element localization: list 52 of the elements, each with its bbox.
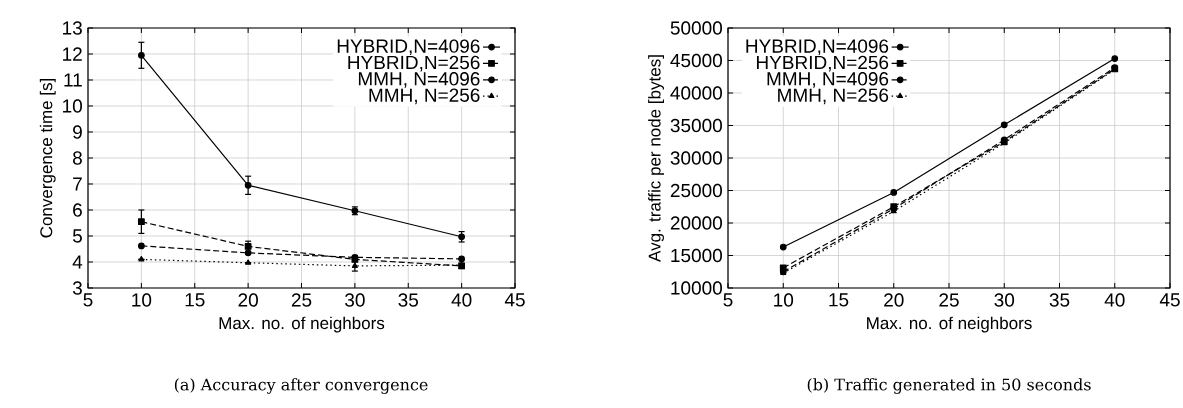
x-tick-label: 30	[345, 293, 365, 307]
x-tick-label: 20	[884, 293, 904, 307]
x-tick-label: 40	[451, 293, 472, 307]
y-tick-label: 45000	[670, 53, 722, 68]
y-tick-label: 5	[72, 229, 82, 243]
legend-label: MMH, N=256	[778, 88, 889, 105]
y-tick-label: 11	[64, 73, 82, 87]
y-tick-label: 4	[72, 255, 83, 269]
y-tick-label: 50000	[670, 21, 722, 35]
legend-label: MMH, N=4096	[767, 72, 889, 88]
y-tick-label: 30000	[670, 151, 722, 165]
y-tick-label: 13	[63, 21, 82, 35]
legend-label: HYBRID,N=256	[348, 55, 480, 72]
x-tick-label: 35	[398, 293, 419, 307]
x-tick-label: 5	[723, 293, 733, 307]
y-tick-label: 12	[63, 47, 82, 61]
legend-label: MMH, N=4096	[358, 72, 480, 88]
x-tick-label: 5	[83, 293, 93, 307]
x-tick-label: 10	[774, 293, 794, 307]
x-axis-title: Max. no. of neighbors	[867, 316, 1032, 333]
y-tick-label: 10000	[671, 281, 722, 295]
y-tick-label: 10	[63, 99, 82, 113]
x-tick-label: 40	[1104, 293, 1125, 307]
x-tick-label: 20	[238, 293, 258, 307]
legend-label: MMH, N=256	[369, 88, 480, 105]
x-tick-label: 25	[291, 293, 312, 307]
x-tick-label: 15	[829, 293, 849, 307]
y-tick-label: 15000	[671, 248, 722, 263]
legend-label: HYBRID,N=256	[756, 55, 889, 72]
x-tick-label: 45	[504, 293, 525, 307]
x-tick-label: 45	[1159, 293, 1180, 307]
x-tick-label: 10	[132, 293, 152, 307]
y-tick-label: 20000	[670, 216, 722, 230]
y-tick-label: 8	[73, 151, 82, 165]
y-axis-title: Avg. traffic per node [bytes]	[648, 55, 664, 262]
text: (a) Accuracy after convergence	[174, 378, 428, 394]
legend-label: HYBRID,N=4096	[337, 39, 480, 56]
y-tick-label: 6	[73, 203, 82, 217]
y-tick-label: 40000	[670, 86, 722, 100]
x-axis-title: Max. no. of neighbors	[219, 316, 385, 333]
y-tick-label: 35000	[670, 118, 722, 133]
text: (b) Traffic generated in 50 seconds	[807, 378, 1091, 394]
y-tick-label: 3	[72, 281, 82, 295]
legend-label: HYBRID,N=4096	[746, 39, 889, 56]
y-axis-title: Convergence time [s]	[39, 78, 56, 238]
y-tick-label: 25000	[670, 183, 722, 198]
x-tick-label: 30	[994, 293, 1015, 307]
y-tick-label: 7	[73, 177, 82, 191]
x-tick-label: 35	[1049, 293, 1070, 307]
y-tick-label: 9	[73, 125, 82, 139]
x-tick-label: 25	[939, 293, 959, 307]
x-tick-label: 15	[185, 293, 205, 307]
